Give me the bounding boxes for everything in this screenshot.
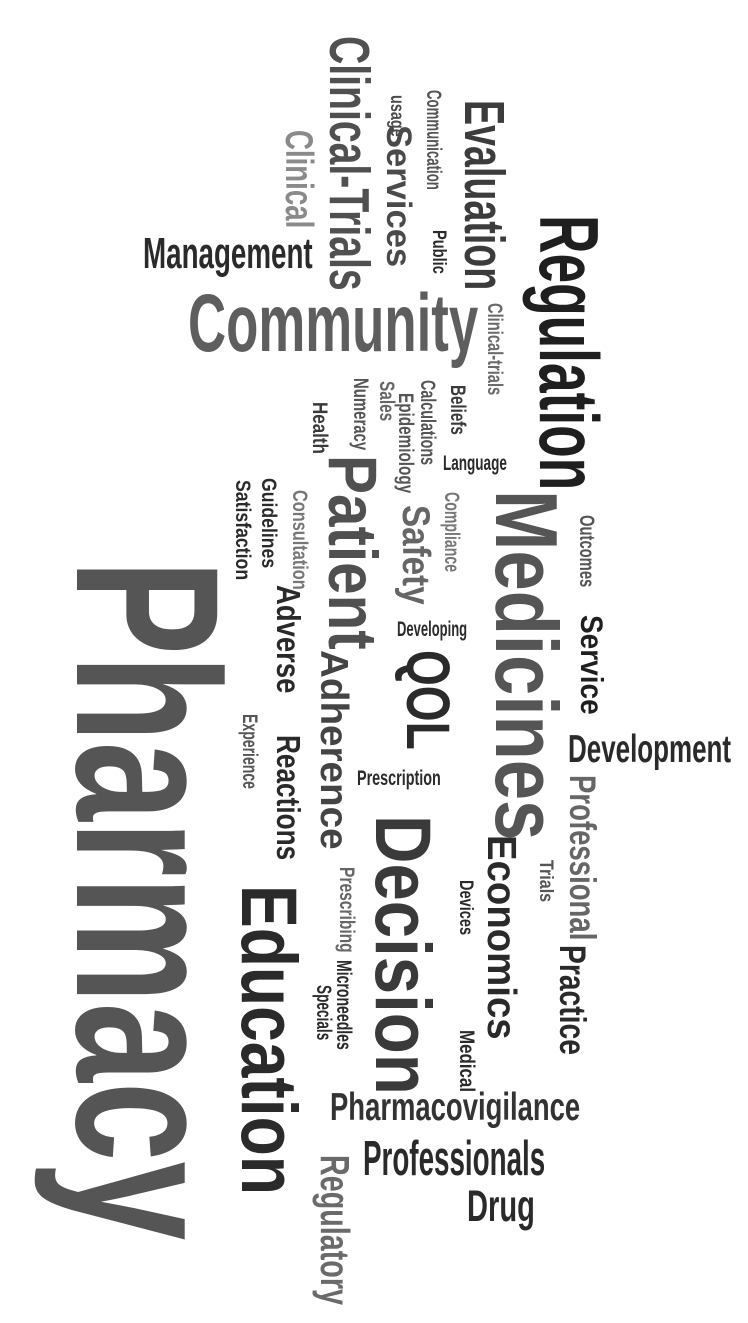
- word-calculations: Calculations: [416, 380, 441, 466]
- word-reactions: Reactions: [269, 735, 306, 861]
- word-compliance: Compliance: [440, 492, 465, 573]
- word-communication: Communication: [422, 90, 447, 190]
- word-clinical-trials: Clinical-Trials: [317, 36, 380, 291]
- word-clinical: Clinical: [277, 130, 320, 229]
- word-management: Management: [143, 230, 313, 278]
- word-pharmacy: Pharmacy: [33, 560, 261, 1241]
- word-adverse: Adverse: [269, 585, 306, 694]
- word-experience: Experience: [238, 714, 263, 789]
- word-usage: usage: [386, 95, 408, 137]
- word-language: Language: [443, 450, 507, 475]
- word-prescription: Prescription: [357, 765, 441, 790]
- word-numeracy: Numeracy: [349, 378, 374, 451]
- word-trials: Trials: [535, 860, 557, 903]
- word-regulatory: Regulatory: [312, 1155, 358, 1305]
- word-guidelines: Guidelines: [257, 478, 282, 569]
- word-medical: Medical: [455, 1030, 480, 1093]
- word-professionals: Professionals: [363, 1132, 546, 1186]
- word-beliefs: Beliefs: [446, 385, 471, 435]
- word-medicines: Medicines: [477, 490, 576, 841]
- word-decision: Decision: [359, 815, 447, 1095]
- word-adherence: Adherence: [312, 650, 355, 850]
- word-practice: Practice: [552, 945, 594, 1055]
- word-health: Health: [308, 402, 333, 454]
- word-economics: Economics: [479, 835, 525, 1040]
- word-education: Education: [225, 885, 313, 1195]
- word-safety: Safety: [394, 505, 437, 605]
- word-devices: Devices: [455, 880, 477, 936]
- word-satisfaction: Satisfaction: [231, 480, 256, 581]
- word-development: Development: [568, 728, 732, 771]
- word-prescribing: Prescribing: [335, 867, 360, 953]
- word-clinical-trials-2: Clinical-trials: [483, 303, 508, 396]
- word-outcomes: Outcomes: [575, 515, 600, 588]
- word-service: Service: [574, 615, 609, 715]
- word-regulation: Regulation: [522, 215, 615, 491]
- word-patient: Patient: [314, 455, 391, 650]
- word-epidemiology: Epidemiology: [394, 393, 419, 494]
- word-pharmacovigilance: Pharmacovigilance: [330, 1086, 581, 1129]
- word-services: Services: [379, 125, 418, 268]
- word-evaluation: Evaluation: [452, 100, 515, 291]
- word-qol: QOL: [394, 650, 462, 750]
- word-consultation: Consultation: [288, 490, 313, 590]
- word-drug: Drug: [467, 1182, 535, 1231]
- word-public: Public: [428, 230, 450, 274]
- word-specials: Specials: [312, 985, 337, 1041]
- word-community: Community: [188, 278, 479, 369]
- word-developing: Developing: [397, 616, 468, 641]
- word-professional: Professional: [562, 775, 604, 941]
